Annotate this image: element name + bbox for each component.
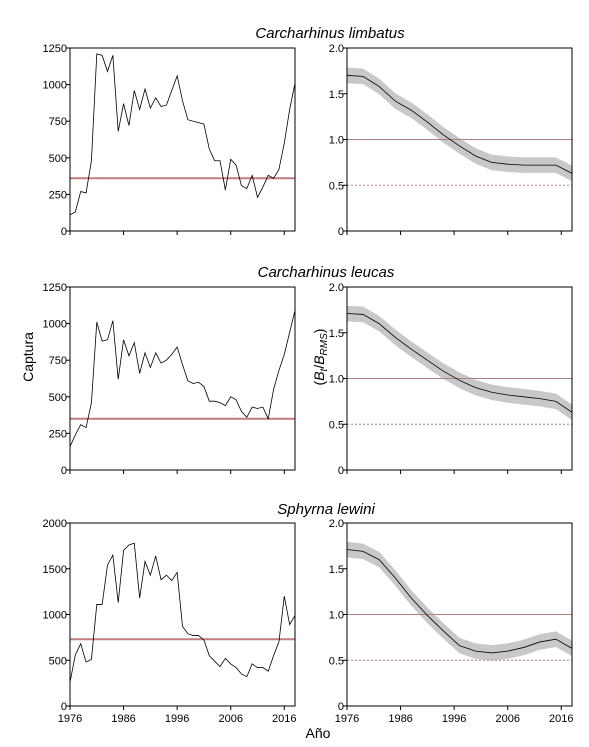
y-tick-label: 2.0 [329,282,344,294]
plot-frame [69,47,296,232]
x-tick-label: 1976 [58,713,82,725]
y-tick-label: 500 [49,392,67,404]
x-tick-label: 1986 [111,713,135,725]
plot-frame [69,286,296,471]
y-axis-label-left: Captura [20,332,36,382]
x-tick-label: 1996 [442,713,466,725]
y-tick-label: 0 [61,701,67,713]
series-line [346,549,573,654]
x-tick-label: 2006 [495,713,519,725]
panel-lewini-biomass: 0 0.5 1.0 1.5 2.0 1976 1986 1996 2006 2016 [329,518,574,725]
title-leucas: Carcharhinus leucas [258,264,395,281]
y-tick-label: 0 [338,701,344,713]
y-tick-label: 750 [49,355,67,367]
y-tick-label: 250 [49,428,67,440]
y-tick-label: 500 [49,655,67,667]
y-tick-label: 1.0 [329,135,344,147]
confidence-band [347,67,572,182]
y-tick-label: 750 [49,116,67,128]
y-tick-label: 250 [49,189,67,201]
y-tick-label: 1250 [43,282,67,294]
y-tick-label: 1.5 [329,89,344,101]
y-tick-label: 500 [49,153,67,165]
x-axis-label: Año [306,725,331,741]
x-tick-label: 1976 [335,713,359,725]
y-axis-label-right: (Bt/BRMS) [311,329,330,386]
panel-leucas-catch: 0 250 500 750 1000 1250 [43,282,296,477]
title-lewini: Sphyrna lewini [277,501,375,518]
confidence-band [347,541,572,661]
panel-lewini-catch: 0 500 1000 1500 2000 1976 1986 1996 2006 2016 [43,518,297,725]
y-tick-label: 1.0 [329,374,344,386]
x-tick-label: 1996 [165,713,189,725]
series-line [346,313,573,413]
y-tick-label: 1000 [43,610,67,622]
series-line [69,53,296,216]
y-tick-label: 1.5 [329,564,344,576]
y-tick-label: 1000 [43,319,67,331]
y-tick-label: 2000 [43,518,67,530]
y-tick-label: 0.5 [329,419,344,431]
y-tick-label: 2.0 [329,43,344,55]
y-tick-label: 0.5 [329,180,344,192]
y-tick-label: 0 [61,226,67,238]
series-line [69,542,296,683]
y-tick-label: 0 [338,226,344,238]
title-limbatus: Carcharhinus limbatus [255,25,405,42]
confidence-band [347,305,572,421]
panel-leucas-biomass: 0 0.5 1.0 1.5 2.0 [329,282,573,477]
y-tick-label: 1.0 [329,610,344,622]
y-tick-label: 0 [61,465,67,477]
y-tick-label: 1.5 [329,328,344,340]
panel-limbatus-biomass: 0 0.5 1.0 1.5 2.0 [329,43,573,238]
plot-frame [69,522,296,707]
y-tick-label: 1250 [43,43,67,55]
y-tick-label: 1000 [43,80,67,92]
y-tick-label: 1500 [43,564,67,576]
series-line [69,310,296,447]
x-tick-label: 1986 [388,713,412,725]
y-tick-label: 2.0 [329,518,344,530]
x-tick-label: 2016 [549,713,573,725]
x-tick-label: 2016 [272,713,296,725]
series-line [346,75,573,174]
y-tick-label: 0.5 [329,655,344,667]
x-tick-label: 2006 [218,713,242,725]
panel-limbatus-catch: 0 250 500 750 1000 1250 [43,43,296,238]
y-tick-label: 0 [338,465,344,477]
